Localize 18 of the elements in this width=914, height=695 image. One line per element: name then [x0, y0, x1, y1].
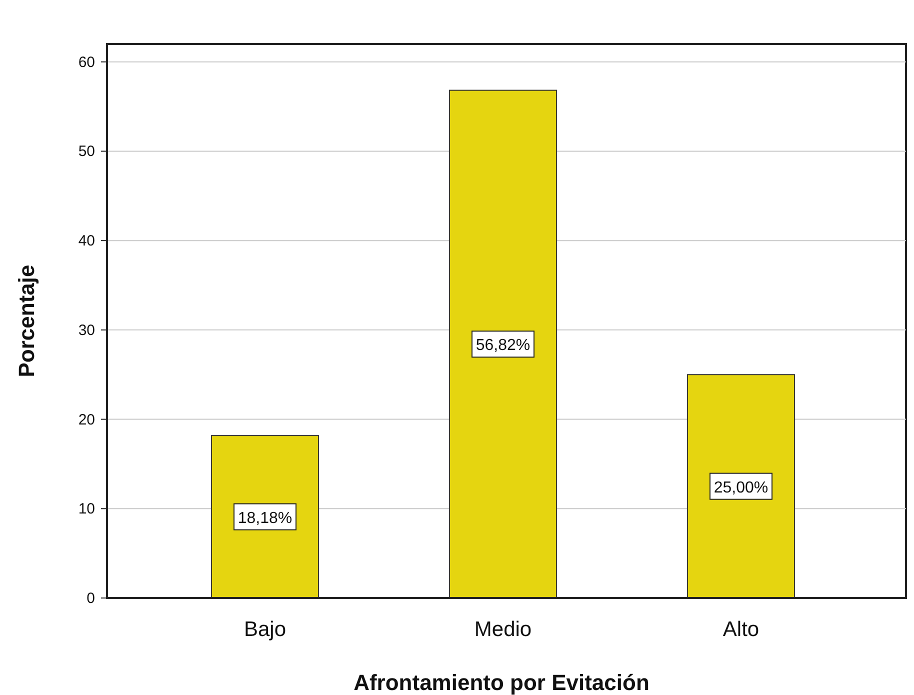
- x-tick-label: Alto: [722, 618, 760, 641]
- y-tick-label: 40: [78, 232, 95, 250]
- data-label: 25,00%: [714, 479, 768, 496]
- y-axis-title: Porcentaje: [14, 264, 39, 378]
- x-axis-title: Afrontamiento por Evitación: [354, 670, 650, 695]
- data-label: 56,82%: [476, 337, 530, 354]
- y-tick-label: 60: [78, 54, 95, 71]
- bar: [210, 435, 320, 598]
- y-tick-label: 0: [86, 590, 95, 607]
- data-label: 18,18%: [238, 510, 292, 527]
- x-tick-label: Bajo: [244, 618, 286, 641]
- y-tick-label: 50: [78, 143, 95, 160]
- y-tick-label: 30: [78, 322, 95, 339]
- y-tick-label: 20: [78, 411, 95, 428]
- y-tick-label: 10: [78, 500, 95, 518]
- x-tick-label: Medio: [474, 618, 532, 641]
- bar: [448, 90, 558, 598]
- bar: [686, 374, 796, 598]
